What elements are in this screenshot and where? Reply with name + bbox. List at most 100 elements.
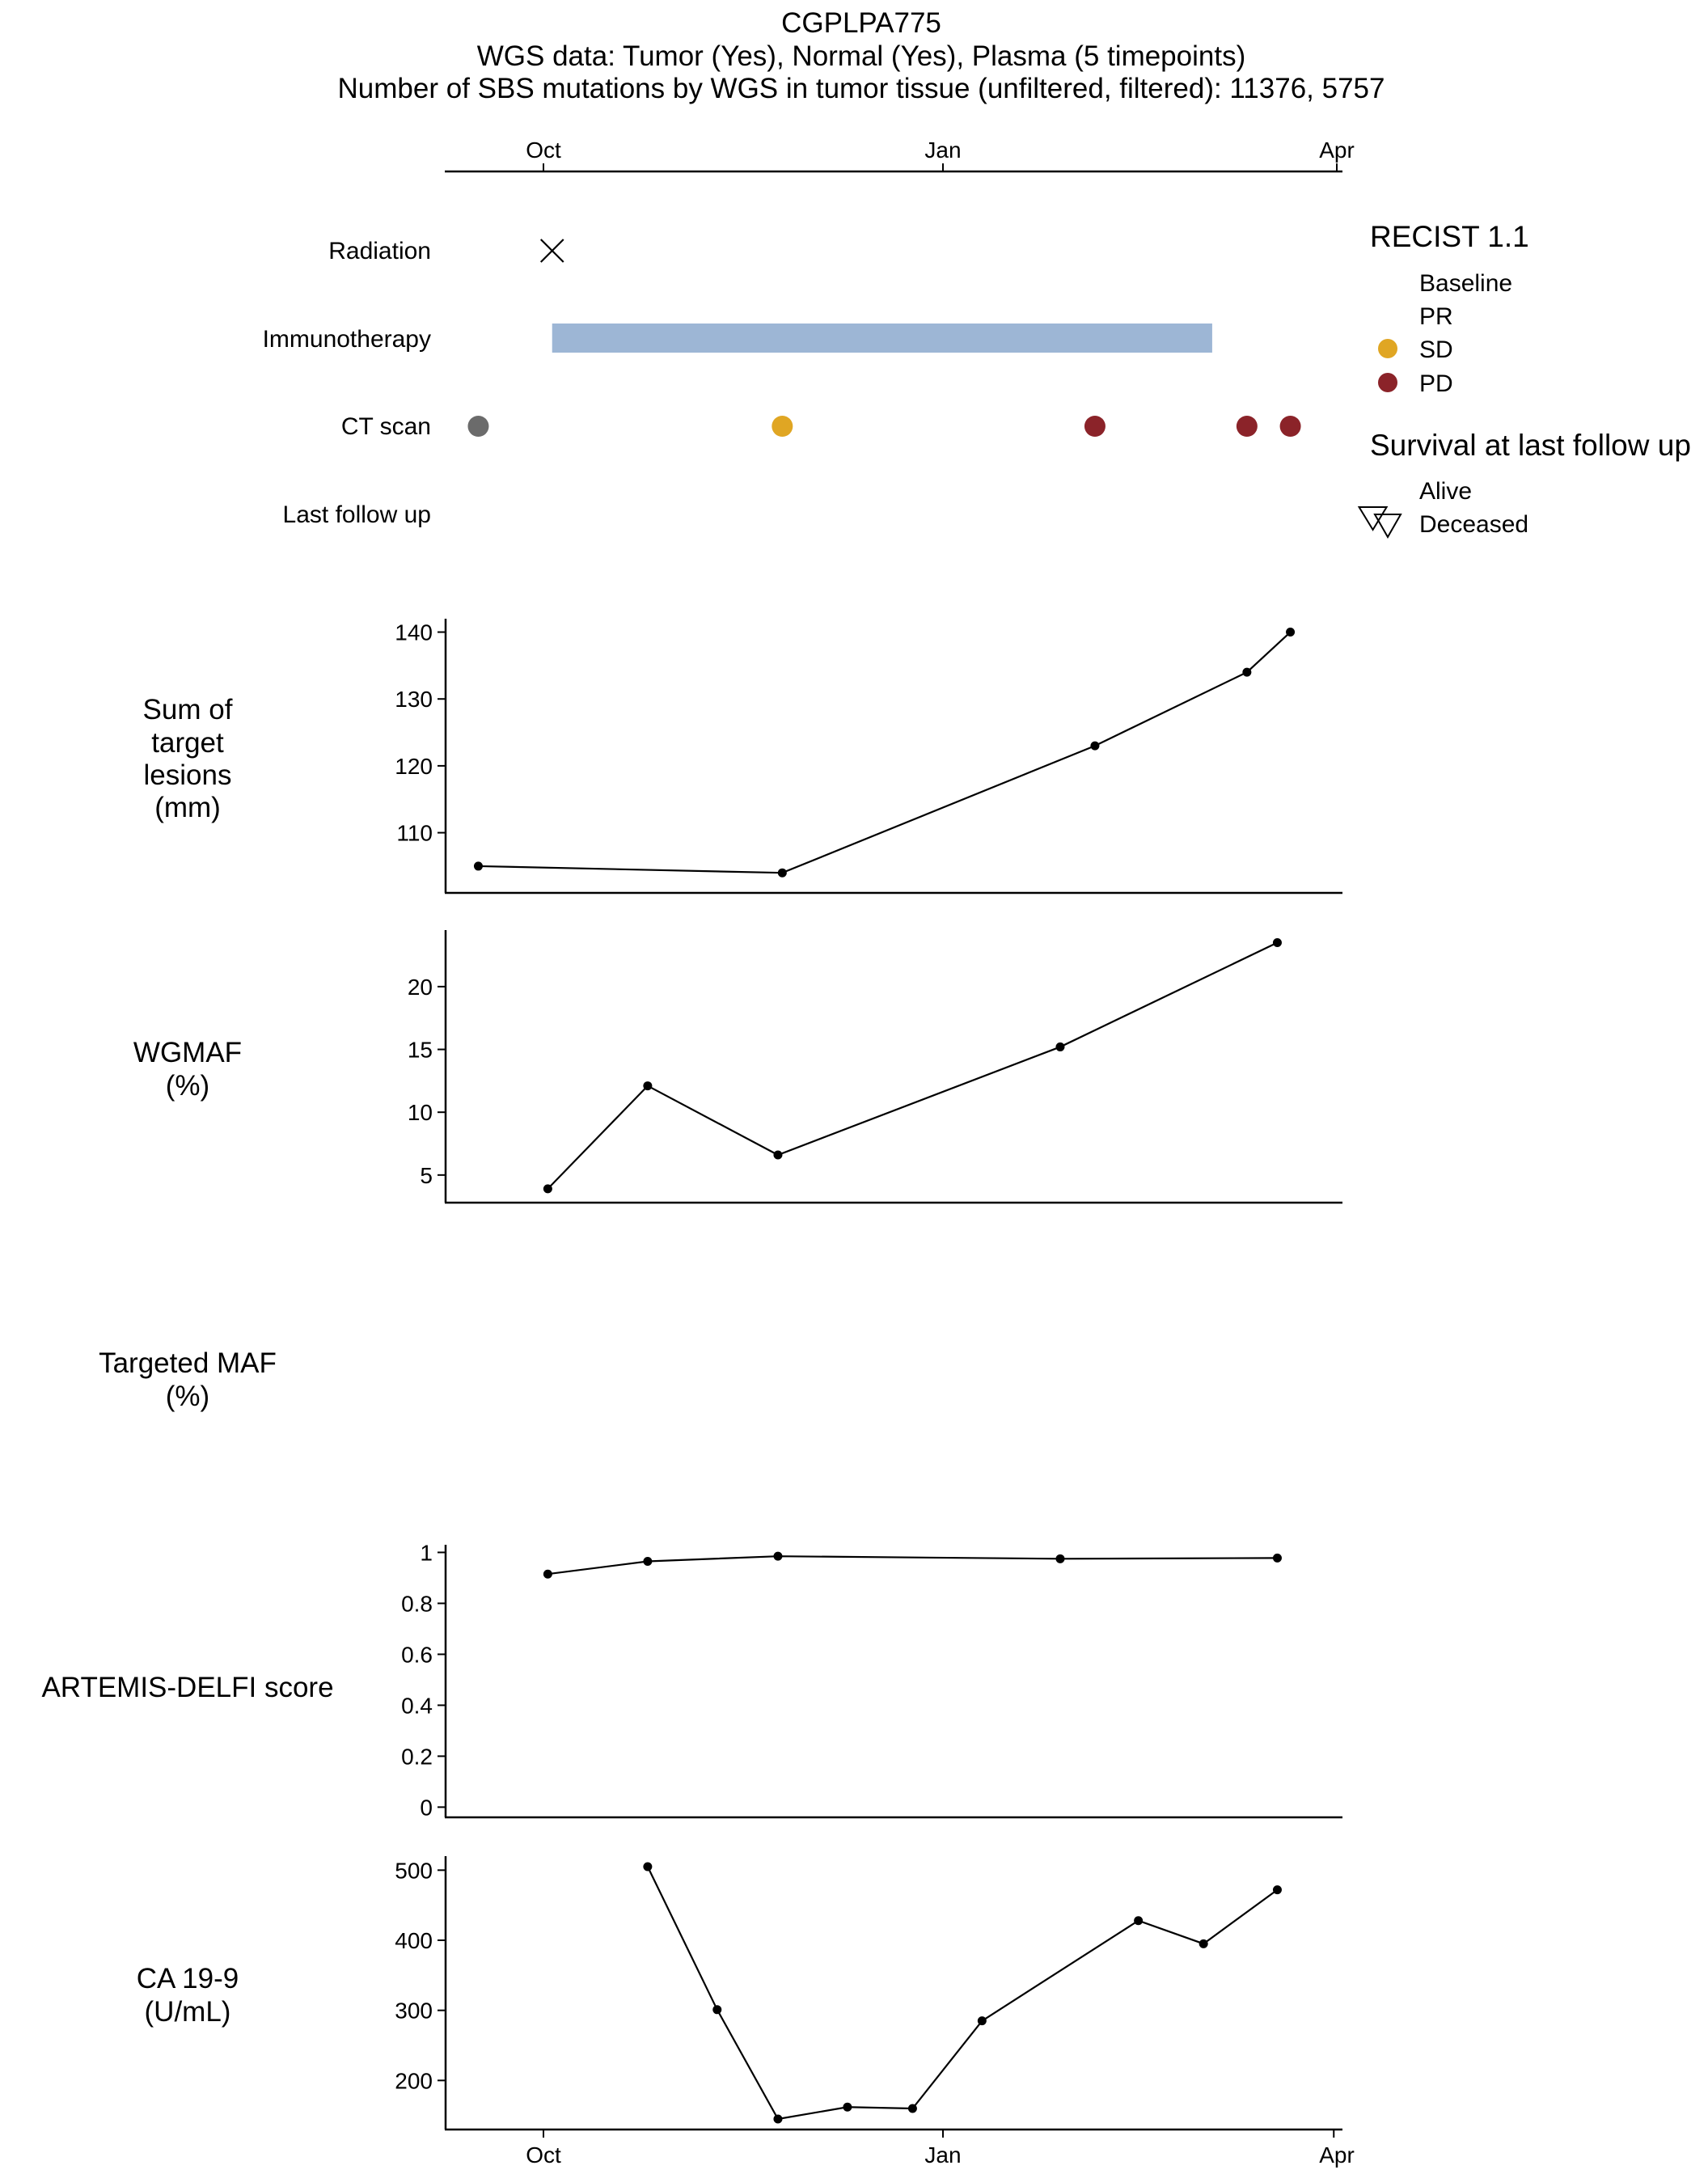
panel-ca199: 200 300 400 500 [395,1856,1342,2138]
ca199-data-point-0 [643,1862,653,1872]
legend-item-alive: Alive [1419,478,1472,505]
legend-item-sd: SD [1419,336,1453,363]
sum-y-tick-label-3: 140 [395,620,433,645]
immunotherapy-bar-0 [552,324,1212,353]
legend-swatch-deceased-triangle [1373,514,1402,539]
wgmaf-y-tick-label-0: 5 [420,1163,433,1188]
ca199-data-point-4 [907,2104,917,2113]
artemis-y-tick-label-3: 0.6 [401,1642,433,1667]
artemis-y-tick-label-1: 0.2 [401,1744,433,1769]
legend-title-recist: RECIST 1.1 [1370,220,1529,253]
legend-item-pd: PD [1419,370,1453,397]
legend-item-pr: PR [1419,303,1453,330]
tick-label-jan-top: Jan [924,137,961,163]
panel-label-ca199: CA 19-9 (U/mL) [137,1963,239,2028]
artemis-series-line [547,1555,1278,1576]
ca199-series-line [646,1866,1279,2121]
ca199-data-point-5 [977,2016,987,2026]
timeline-marks [467,239,1389,531]
radiation-marker-stroke-b-0 [539,239,564,263]
panel-label-wgmaf-line2: (%) [166,1070,209,1102]
panel-label-sum-line2: target [151,727,224,759]
row-label-immunotherapy: Immunotherapy [263,326,431,353]
legend-title-survival: Survival at last follow up [1370,429,1691,462]
panel-label-sum-of-target-lesions: Sum of target lesions (mm) [143,694,233,823]
sum-y-tick-label-0: 110 [396,821,433,846]
panel-label-targeted-line1: Targeted MAF [99,1347,277,1379]
tick-label-jan-bottom: Jan [924,2142,961,2168]
ct-scan-point-2 [1084,416,1106,437]
artemis-data-point-4 [1272,1553,1282,1563]
artemis-data-point-1 [643,1556,653,1566]
sum-series-line [478,631,1292,874]
ca199-y-tick-label-3: 500 [395,1858,433,1883]
ca199-y-tick-label-2: 400 [395,1928,433,1953]
artemis-y-tick-label-2: 0.4 [401,1693,433,1718]
sum-data-point-3 [1242,667,1252,677]
artemis-data-point-2 [773,1551,783,1561]
panel-label-sum-line1: Sum of [143,694,233,725]
panel-label-wgmaf-line1: WGMAF [133,1037,242,1068]
wgmaf-data-point-1 [643,1081,653,1091]
ca199-y-tick-label-0: 200 [395,2068,433,2093]
row-label-last-follow-up: Last follow up [283,501,431,528]
panel-wgmaf: 5 10 15 20 [408,930,1342,1204]
ca199-data-point-2 [773,2114,783,2124]
ct-scan-point-1 [772,416,793,437]
last-follow-up-deceased-marker [1357,506,1389,531]
legend-item-baseline: Baseline [1419,270,1512,297]
panel-label-sum-line4: (mm) [154,792,221,823]
wgmaf-data-point-2 [773,1150,783,1160]
artemis-data-point-0 [543,1569,552,1579]
tick-label-apr-top: Apr [1319,137,1355,163]
ca199-data-point-7 [1199,1939,1208,1948]
panel-label-artemis-delfi: ARTEMIS-DELFI score [41,1672,333,1703]
panel-label-targeted-maf: Targeted MAF (%) [99,1347,277,1412]
sum-data-point-2 [1090,741,1100,751]
sum-data-point-1 [777,868,787,878]
sum-data-point-0 [473,861,483,871]
wgmaf-y-tick-label-1: 10 [408,1100,433,1125]
timeline-top-axis: Oct Jan Apr [445,137,1355,173]
artemis-data-point-3 [1055,1554,1065,1563]
panel-label-targeted-line2: (%) [166,1381,209,1412]
panel-sum-of-target-lesions: 110 120 130 140 [395,619,1342,895]
ct-scan-point-4 [1279,416,1301,437]
title-sbs-mutations: Number of SBS mutations by WGS in tumor … [338,73,1385,104]
legend-item-deceased: Deceased [1419,511,1528,538]
panel-label-ca199-line2: (U/mL) [145,1996,231,2028]
tick-label-apr-bottom: Apr [1319,2142,1355,2168]
ct-scan-point-0 [467,416,489,437]
ca199-data-point-8 [1272,1885,1282,1895]
ca199-data-point-6 [1134,1916,1144,1926]
title-wgs-data: WGS data: Tumor (Yes), Normal (Yes), Pla… [477,40,1246,72]
artemis-y-tick-label-5: 1 [420,1540,433,1565]
wgmaf-data-point-0 [543,1184,552,1194]
row-label-ct-scan: CT scan [341,413,431,440]
sum-data-point-4 [1286,628,1296,637]
sum-y-tick-label-1: 120 [395,754,433,779]
ca199-data-point-3 [843,2102,852,2112]
panel-label-sum-line3: lesions [144,759,232,791]
wgmaf-data-point-4 [1272,938,1282,948]
wgmaf-y-tick-label-3: 20 [408,975,433,1000]
panel-label-ca199-line1: CA 19-9 [137,1963,239,1994]
ca199-data-point-1 [712,2005,722,2015]
legend-swatch-sd [1378,339,1397,358]
wgmaf-y-tick-label-2: 15 [408,1038,433,1063]
legend-swatch-pd [1378,373,1397,392]
ca199-y-tick-label-1: 300 [395,1998,433,2024]
panel-artemis-delfi: 0 0.2 0.4 0.6 0.8 1 [401,1540,1342,1820]
title-patient-id: CGPLPA775 [781,7,941,39]
panel-label-wgmaf: WGMAF (%) [133,1037,242,1102]
ct-scan-point-3 [1236,416,1258,437]
legend: RECIST 1.1 Baseline PR SD PD Survival at… [1370,220,1691,539]
wgmaf-series-line [547,941,1278,1190]
bottom-time-axis: Oct Jan Apr [526,2142,1355,2168]
artemis-y-tick-label-4: 0.8 [401,1591,433,1616]
artemis-y-tick-label-0: 0 [420,1795,433,1820]
sum-y-tick-label-2: 130 [395,687,433,712]
tick-label-oct-top: Oct [526,137,561,163]
wgmaf-data-point-3 [1055,1042,1065,1051]
